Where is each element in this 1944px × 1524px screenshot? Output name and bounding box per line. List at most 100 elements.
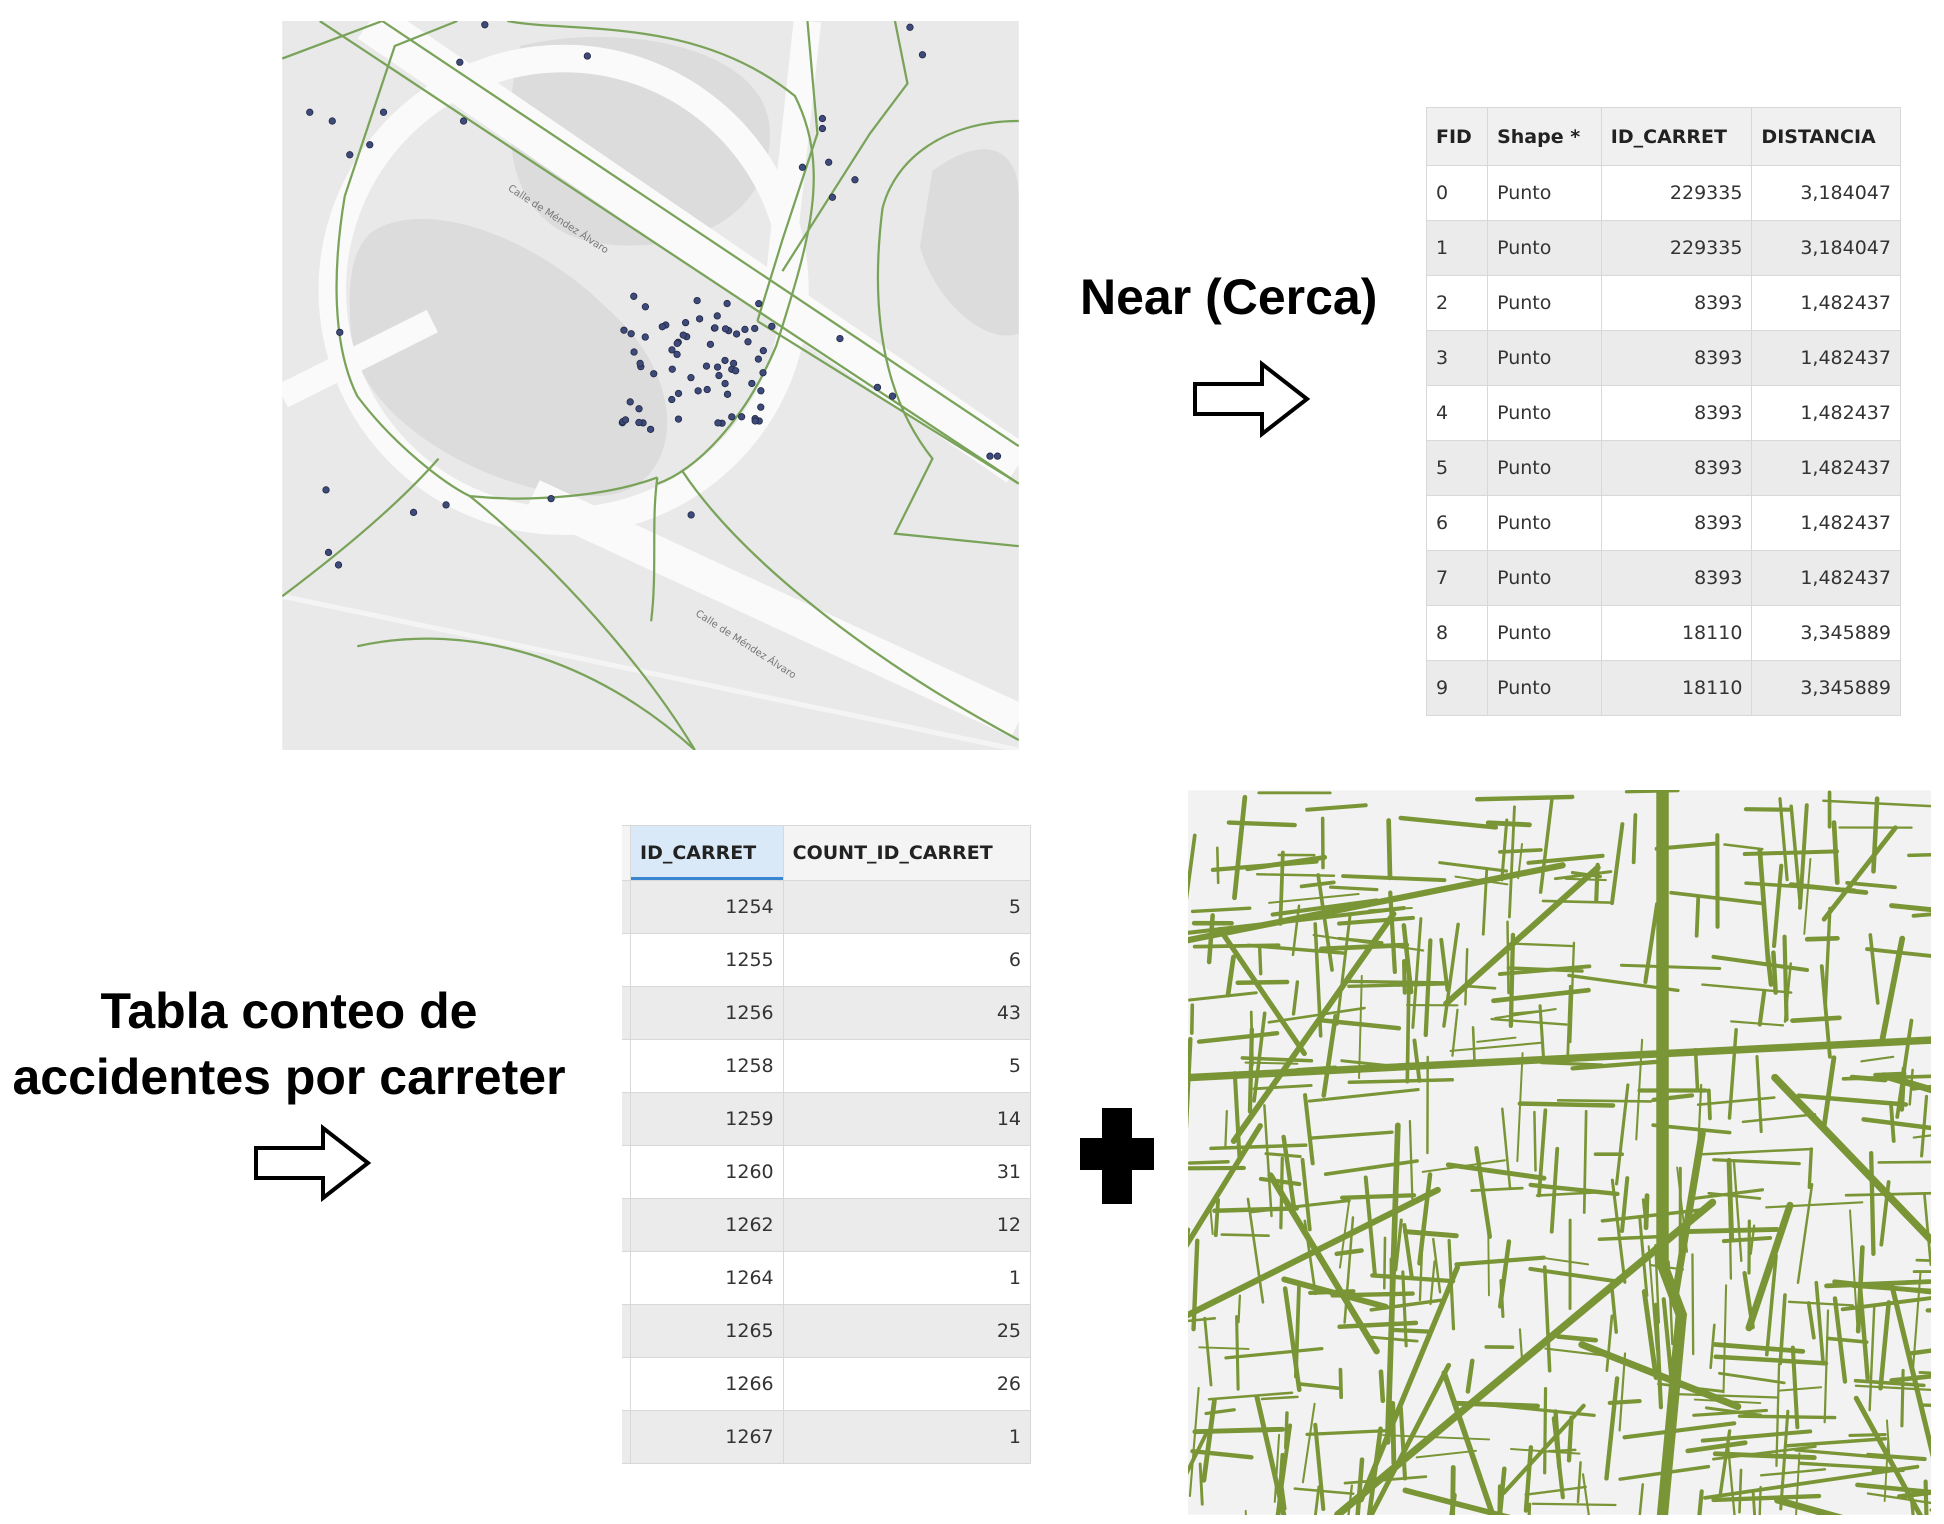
- table-cell: 5: [782, 880, 1032, 934]
- accident-point: [635, 418, 643, 427]
- street: [1225, 954, 1236, 998]
- street: [1334, 1198, 1717, 1515]
- street: [1908, 1348, 1931, 1356]
- street: [1281, 1134, 1297, 1211]
- table-row: 4 Punto 8393 1,482437: [1425, 385, 1901, 441]
- street: [1718, 1429, 1732, 1496]
- street: [1417, 1172, 1433, 1266]
- arrow: [254, 1124, 372, 1202]
- street: [1235, 979, 1290, 985]
- street: [1691, 1253, 1695, 1356]
- street: [1442, 922, 1460, 1028]
- street: [1401, 1270, 1408, 1348]
- street: [1778, 1386, 1823, 1392]
- street: [1340, 1193, 1417, 1200]
- accident-point: [713, 363, 722, 371]
- street: [1787, 1300, 1854, 1307]
- street: [1258, 947, 1263, 976]
- column-header: ID_CARRET: [1600, 107, 1753, 166]
- street: [1824, 1279, 1931, 1289]
- street: [1378, 1369, 1386, 1404]
- accident-point: [687, 511, 695, 519]
- street: [1771, 950, 1778, 995]
- street: [1278, 850, 1285, 926]
- street: [1209, 1143, 1308, 1151]
- street: [1653, 1302, 1664, 1410]
- street: [1923, 1479, 1929, 1515]
- street: [1316, 873, 1334, 972]
- street: [1889, 1283, 1931, 1459]
- accident-point: [748, 379, 756, 388]
- street: [1209, 1207, 1214, 1235]
- table-cell: 1256: [630, 986, 784, 1040]
- accident-point: [715, 371, 723, 380]
- table-cell: 6: [782, 933, 1032, 987]
- street: [1188, 1430, 1209, 1475]
- accident-point: [346, 151, 354, 159]
- column-header: FID: [1425, 107, 1489, 166]
- street: [1415, 1449, 1477, 1459]
- table-cell: 9: [1425, 660, 1489, 716]
- table-cell: 8393: [1600, 495, 1753, 551]
- street: [1499, 1279, 1505, 1318]
- street: [1454, 1255, 1546, 1267]
- street: [1855, 1482, 1931, 1495]
- table-cell: 1266: [630, 1357, 784, 1411]
- accident-point: [825, 158, 833, 166]
- street: [1323, 1159, 1419, 1176]
- street: [1388, 890, 1397, 975]
- street: [1778, 1293, 1787, 1366]
- street: [1281, 1276, 1389, 1310]
- accident-point: [721, 325, 730, 333]
- street: [1386, 818, 1393, 881]
- row-strip: [622, 1198, 631, 1252]
- table-cell: 1,482437: [1751, 550, 1901, 606]
- street: [1540, 1060, 1604, 1067]
- table-row: 6 Punto 8393 1,482437: [1425, 495, 1901, 551]
- street: [1476, 1036, 1517, 1043]
- street: [1745, 1201, 1794, 1332]
- street: [1293, 1283, 1301, 1379]
- table-cell: 1262: [630, 1198, 784, 1252]
- street: [1498, 848, 1543, 854]
- table-cell: Punto: [1487, 275, 1602, 331]
- accident-point: [729, 359, 738, 368]
- table-cell: 229335: [1600, 165, 1753, 221]
- street: [1638, 1483, 1645, 1515]
- street: [1798, 1461, 1898, 1471]
- plus-sign: [1080, 1108, 1154, 1204]
- street: [1706, 1088, 1712, 1121]
- street: [1299, 880, 1336, 889]
- table-row: 1 Punto 229335 3,184047: [1425, 220, 1901, 276]
- accident-point: [674, 415, 683, 423]
- street: [1757, 988, 1767, 1027]
- table-cell: 8393: [1600, 550, 1753, 606]
- street: [1506, 920, 1510, 995]
- row-strip: [622, 1039, 631, 1093]
- accident-point: [751, 324, 759, 333]
- streets: [1188, 790, 1931, 1515]
- street: [1412, 1038, 1422, 1083]
- street: [1566, 984, 1572, 1065]
- street: [1402, 1229, 1459, 1239]
- street: [1358, 1264, 1461, 1503]
- table-row: 1256 43: [622, 986, 1032, 1040]
- accident-point: [703, 385, 711, 394]
- street: [1329, 885, 1379, 892]
- street: [1188, 1123, 1263, 1248]
- street: [1860, 1055, 1895, 1063]
- street: [1755, 1054, 1763, 1134]
- street: [1384, 1122, 1401, 1445]
- street: [1439, 937, 1450, 992]
- count-table: ID_CARRET COUNT_ID_CARRET 1254 5 1255 6 1256 43…: [622, 825, 1032, 1464]
- table-cell: 1,482437: [1751, 330, 1901, 386]
- accident-point: [888, 392, 897, 400]
- street: [1220, 1233, 1270, 1237]
- street: [1685, 1440, 1748, 1454]
- street: [1889, 1373, 1931, 1383]
- accident-point: [635, 405, 643, 413]
- street: [1263, 1104, 1273, 1218]
- table-cell: 0: [1425, 165, 1489, 221]
- near-label: Near (Cerca): [1080, 269, 1378, 325]
- accident-point: [836, 334, 844, 343]
